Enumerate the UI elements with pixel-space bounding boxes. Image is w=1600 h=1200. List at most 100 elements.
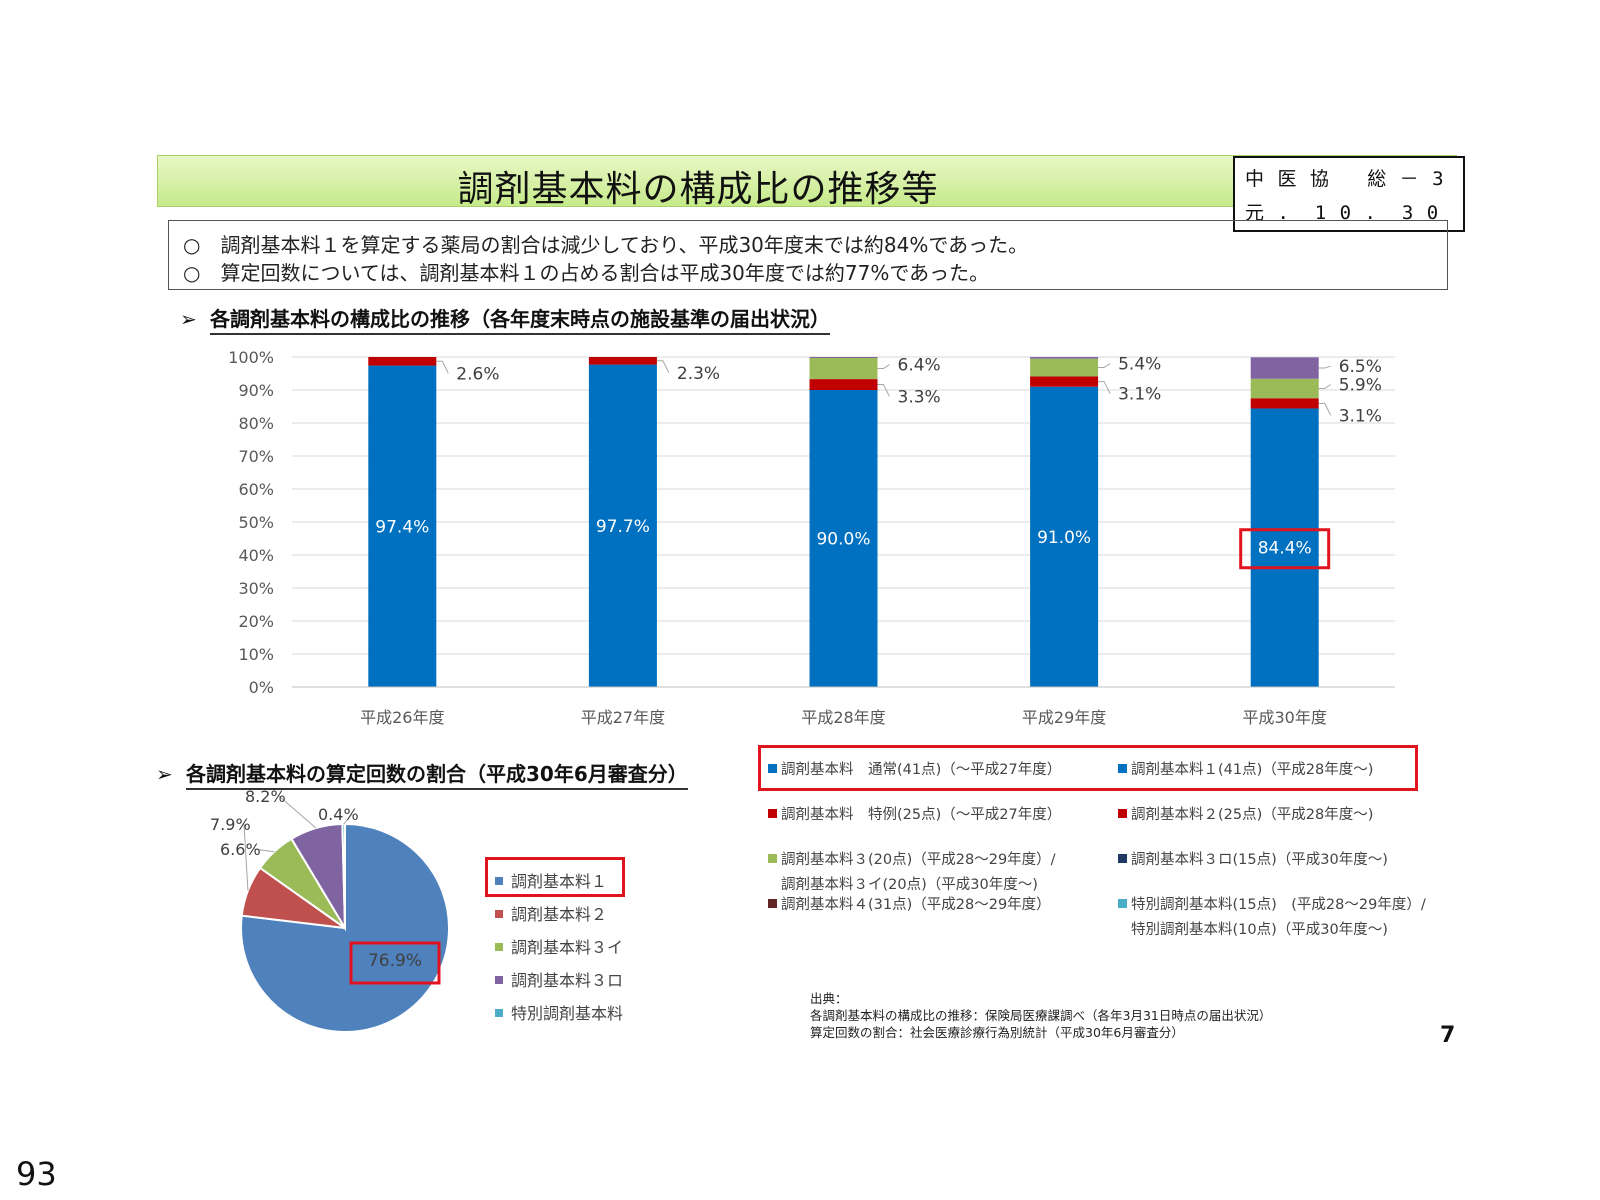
bar-segment [1030,376,1099,387]
summary-line-1: ○ 調剤基本料１を算定する薬局の割合は減少しており、平成30年度末では約84%で… [183,233,1029,257]
y-tick-label: 90% [238,381,274,400]
bar-segment [588,357,657,365]
legend-item: 調剤基本料３イ(20点)（平成30年度～) [768,873,1038,894]
bar-value-label: 6.5% [1339,357,1382,377]
pie-legend-item: 調剤基本料３イ [495,934,623,958]
pie-legend-item: 調剤基本料３ロ [495,967,623,991]
page-title: 調剤基本料の構成比の推移等 [457,169,939,210]
bar-segment [1030,386,1099,687]
y-tick-label: 40% [238,546,274,565]
bar-segment [1030,358,1099,377]
pie-legend-highlight-box [485,857,625,897]
bar-segment [1030,357,1099,359]
bar-value-label: 91.0% [1037,528,1091,548]
document-stamp: 中 医 協 総 － 3 元 . 1 0 . 3 0 [1233,156,1465,232]
legend-item: 特別調剤基本料(15点) (平成28～29年度）/ [1118,893,1426,914]
document-number: 93 [16,1155,57,1193]
pie-value-label: 8.2% [245,787,286,806]
bar-segment [809,357,878,380]
legend-swatch [495,976,503,984]
bar-value-label: 97.4% [375,517,429,537]
y-tick-label: 80% [238,414,274,433]
legend-item: 調剤基本料 特例(25点)（～平成27年度） [768,803,1061,824]
legend-label: 調剤基本料３ロ(15点)（平成30年度～) [1131,852,1388,868]
legend-label: 調剤基本料１(41点)（平成28年度～) [1131,762,1374,778]
legend-swatch [768,899,777,908]
highlight-box [349,941,441,985]
leader-line [253,848,275,853]
source-notes: 出典： 各調剤基本料の構成比の推移：保険局医療課調べ（各年3月31日時点の届出状… [810,990,1271,1041]
y-tick-label: 30% [238,579,274,598]
pie-legend-item: 特別調剤基本料 [495,1000,623,1024]
legend-swatch [1118,764,1127,773]
x-category-label: 平成28年度 [801,708,885,727]
bar-value-label: 2.3% [677,364,720,384]
x-category-label: 平成30年度 [1243,708,1327,727]
legend-swatch [1118,899,1127,908]
legend-item: 調剤基本料 通常(41点)（～平成27年度） [768,758,1061,779]
leader-line [243,823,249,891]
bar-value-label: 90.0% [816,530,870,550]
y-tick-label: 70% [238,447,274,466]
leader-line [1318,365,1331,369]
bar-value-label: 5.4% [1118,355,1161,375]
bar-value-label: 3.1% [1339,406,1382,426]
legend-label: 調剤基本料３イ(20点)（平成30年度～) [781,877,1038,893]
legend-label: 調剤基本料 特例(25点)（～平成27年度） [781,807,1062,823]
source-line-2: 算定回数の割合：社会医療診療行為別統計（平成30年6月審査分） [810,1025,1184,1040]
summary-box: ○ 調剤基本料１を算定する薬局の割合は減少しており、平成30年度末では約84%で… [168,220,1448,290]
bar-section-heading-text: 各調剤基本料の構成比の推移（各年度末時点の施設基準の届出状況） [210,307,830,335]
bar-segment [809,390,878,687]
legend-swatch [495,943,503,951]
leader-line [436,360,449,374]
y-tick-label: 20% [238,612,274,631]
y-tick-label: 10% [238,645,274,664]
leader-line [656,360,670,374]
legend-highlight-box [758,745,1418,791]
pie-legend-item: 調剤基本料１ [495,868,607,892]
bar-value-label: 97.7% [596,517,650,537]
bar-segment [1250,357,1319,379]
leader-line [343,813,353,825]
bar-segment [809,357,878,358]
y-tick-label: 50% [238,513,274,532]
legend-swatch [768,854,777,863]
source-line-1: 各調剤基本料の構成比の推移：保険局医療課調べ（各年3月31日時点の届出状況） [810,1008,1272,1023]
legend-swatch [1118,854,1127,863]
legend-swatch [495,877,503,885]
legend-label: 調剤基本料３ロ [511,971,624,990]
legend-label: 特別調剤基本料 [511,1004,624,1023]
leader-line [1318,384,1331,390]
legend-item: 調剤基本料３ロ(15点)（平成30年度～) [1118,848,1388,869]
legend-label: 調剤基本料３(20点)（平成28～29年度）/ [781,852,1056,868]
legend-swatch [495,1009,503,1017]
legend-label: 特別調剤基本料(15点) (平成28～29年度）/ [1131,897,1426,913]
bar-value-label: 3.3% [898,388,941,408]
leader-line [877,364,890,370]
pie-legend-item: 調剤基本料２ [495,901,607,925]
bar-section-heading: ➢ 各調剤基本料の構成比の推移（各年度末時点の施設基準の届出状況） [180,303,830,335]
bar-segment [1250,398,1319,409]
leader-line [1318,402,1332,416]
legend-label: 調剤基本料４(31点)（平成28～29年度） [781,897,1051,913]
bar-segment [368,365,437,687]
bar-segment [1250,378,1319,399]
summary-line-2: ○ 算定回数については、調剤基本料１の占める割合は平成30年度では約77%であっ… [183,261,990,285]
legend-label: 調剤基本料１ [511,872,608,891]
y-tick-label: 100% [228,348,274,367]
pie-value-label: 0.4% [318,805,359,824]
arrow-icon: ➢ [180,307,197,331]
bar-value-label: 84.4% [1258,539,1312,559]
legend-label: 調剤基本料２(25点)（平成28年度～) [1131,807,1374,823]
x-category-label: 平成27年度 [581,708,665,727]
x-category-label: 平成29年度 [1022,708,1106,727]
bar-value-label: 3.1% [1118,385,1161,405]
bar-segment [588,364,657,687]
bar-value-label: 2.6% [456,364,499,384]
bar-segment [368,357,437,366]
x-category-label: 平成26年度 [360,708,444,727]
legend-label: 調剤基本料２ [511,905,608,924]
legend-label: 調剤基本料 通常(41点)（～平成27年度） [781,762,1062,778]
stamp-line-2: 元 . 1 0 . 3 0 [1245,202,1440,224]
bar-segment [809,379,878,390]
